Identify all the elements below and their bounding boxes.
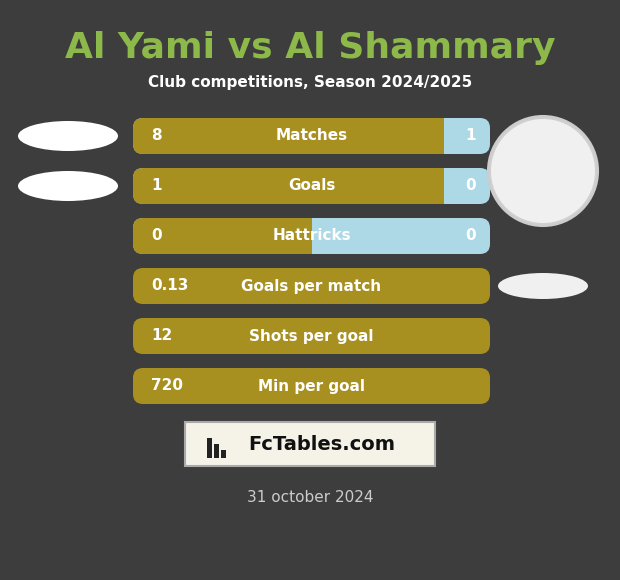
Text: Goals per match: Goals per match <box>241 278 381 293</box>
Text: Min per goal: Min per goal <box>258 379 365 393</box>
Text: 0: 0 <box>466 179 476 194</box>
Text: 720: 720 <box>151 379 183 393</box>
Text: Club competitions, Season 2024/2025: Club competitions, Season 2024/2025 <box>148 74 472 89</box>
Text: 0: 0 <box>151 229 162 244</box>
FancyBboxPatch shape <box>433 168 443 204</box>
Text: 12: 12 <box>151 328 172 343</box>
Ellipse shape <box>18 171 118 201</box>
Text: Hattricks: Hattricks <box>272 229 351 244</box>
Text: 1: 1 <box>151 179 161 194</box>
FancyBboxPatch shape <box>133 118 443 154</box>
Ellipse shape <box>18 121 118 151</box>
Circle shape <box>491 119 595 223</box>
Text: 0: 0 <box>466 229 476 244</box>
FancyBboxPatch shape <box>207 438 212 458</box>
Text: FcTables.com: FcTables.com <box>249 434 396 454</box>
FancyBboxPatch shape <box>185 422 435 466</box>
Text: 1: 1 <box>466 129 476 143</box>
Circle shape <box>488 116 598 226</box>
FancyBboxPatch shape <box>301 218 311 254</box>
Text: 0.13: 0.13 <box>151 278 188 293</box>
Text: 8: 8 <box>151 129 162 143</box>
FancyBboxPatch shape <box>133 268 490 304</box>
FancyBboxPatch shape <box>133 218 311 254</box>
FancyBboxPatch shape <box>214 444 219 458</box>
Text: Matches: Matches <box>275 129 348 143</box>
Text: Shots per goal: Shots per goal <box>249 328 374 343</box>
FancyBboxPatch shape <box>133 218 490 254</box>
Ellipse shape <box>498 273 588 299</box>
Text: Al Yami vs Al Shammary: Al Yami vs Al Shammary <box>64 31 556 65</box>
FancyBboxPatch shape <box>133 168 490 204</box>
FancyBboxPatch shape <box>433 118 443 154</box>
FancyBboxPatch shape <box>221 450 226 458</box>
FancyBboxPatch shape <box>133 368 490 404</box>
Text: Goals: Goals <box>288 179 335 194</box>
FancyBboxPatch shape <box>133 318 490 354</box>
FancyBboxPatch shape <box>133 118 490 154</box>
FancyBboxPatch shape <box>133 168 443 204</box>
Text: 31 october 2024: 31 october 2024 <box>247 491 373 506</box>
